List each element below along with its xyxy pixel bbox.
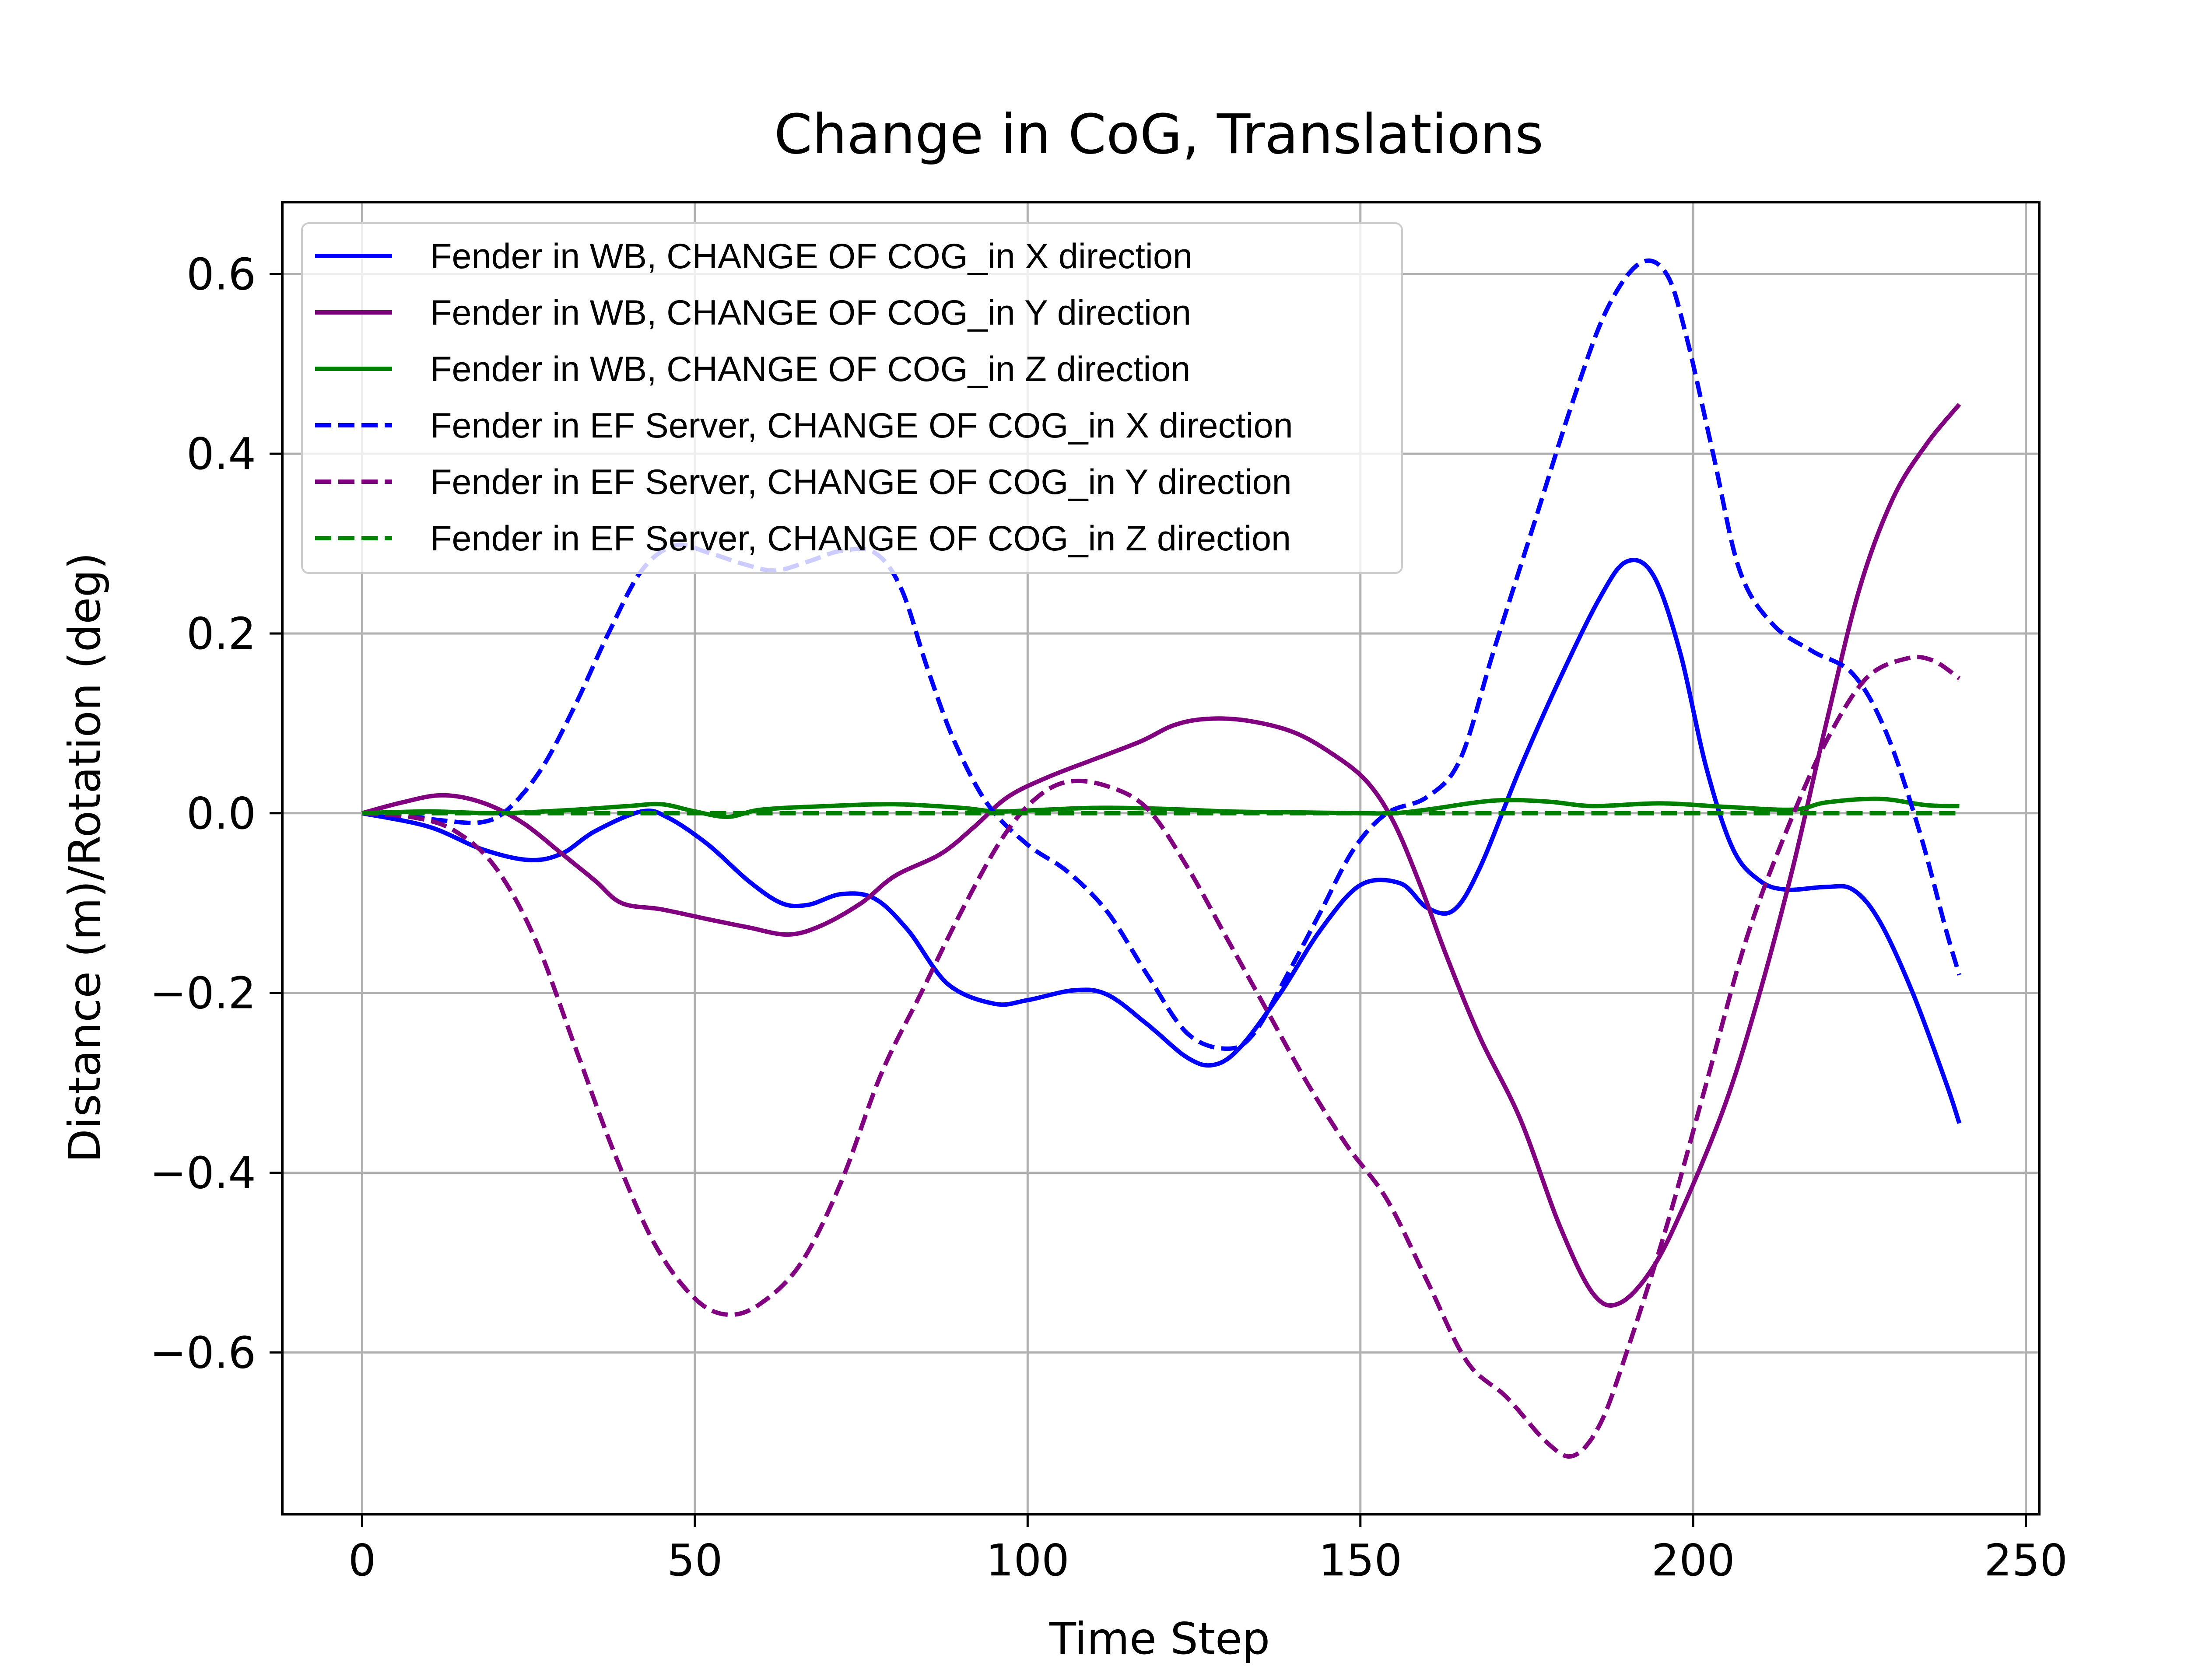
series-line-5 xyxy=(362,654,1961,1459)
y-tick-label: −0.2 xyxy=(150,968,256,1019)
legend-label: Fender in EF Server, CHANGE OF COG_in X … xyxy=(430,406,1293,445)
legend-label: Fender in WB, CHANGE OF COG_in Y directi… xyxy=(430,293,1191,332)
x-tick-label: 200 xyxy=(1652,1535,1735,1586)
y-tick-label: 0.6 xyxy=(186,248,256,300)
axes-frame xyxy=(281,201,2041,1516)
y-tick-label: −0.6 xyxy=(150,1327,256,1378)
x-tick-label: 50 xyxy=(667,1535,722,1586)
axis-ticks: 0 50 100 150 200 250 0.6 0.4 0.2 0.0 −0.2 −0.4 −0.6 xyxy=(150,248,2068,1586)
y-axis-label: Distance (m)/Rotation (deg) xyxy=(59,553,110,1163)
y-tick-label: 0.2 xyxy=(186,608,256,659)
chart-title: Change in CoG, Translations xyxy=(774,103,1543,166)
x-tick-label: 100 xyxy=(986,1535,1069,1586)
series-line-2 xyxy=(361,403,1961,1308)
data-series xyxy=(361,258,1962,1459)
y-tick-label: 0.4 xyxy=(186,428,256,480)
x-axis-label: Time Step xyxy=(1049,1613,1270,1664)
legend-label: Fender in WB, CHANGE OF COG_in X directi… xyxy=(430,237,1192,276)
legend-label: Fender in EF Server, CHANGE OF COG_in Z … xyxy=(430,519,1291,558)
x-tick-label: 0 xyxy=(348,1535,376,1586)
series-line-1 xyxy=(361,558,1962,1124)
legend-label: Fender in EF Server, CHANGE OF COG_in Y … xyxy=(430,462,1292,502)
legend-box xyxy=(301,222,1403,574)
y-tick-label: 0.0 xyxy=(186,788,256,839)
x-tick-label: 250 xyxy=(1984,1535,2068,1586)
series-line-4 xyxy=(362,258,1962,1051)
legend: Fender in WB, CHANGE OF COG_in X directi… xyxy=(301,222,1403,574)
y-tick-label: −0.4 xyxy=(150,1147,256,1198)
x-tick-label: 150 xyxy=(1318,1535,1402,1586)
legend-label: Fender in WB, CHANGE OF COG_in Z directi… xyxy=(430,350,1190,389)
series-line-3 xyxy=(362,796,1960,819)
